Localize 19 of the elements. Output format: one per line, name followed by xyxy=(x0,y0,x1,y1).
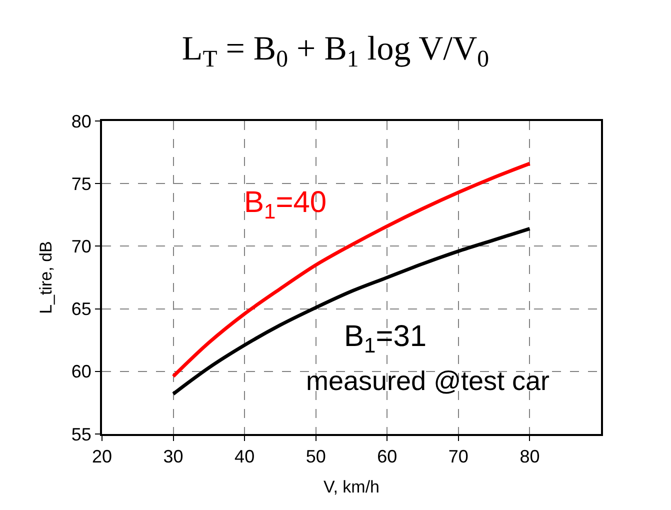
x-axis-title: V, km/h xyxy=(323,478,380,496)
series-label: B$_{1}$=31 xyxy=(344,320,427,358)
y-tick-label: 55 xyxy=(71,424,92,444)
x-tick-label: 80 xyxy=(520,446,540,467)
x-tick-label: 50 xyxy=(306,446,326,467)
y-tick-label: 75 xyxy=(71,174,92,194)
y-tick-label: 80 xyxy=(71,111,92,132)
series-label: B$_{1}$=40 xyxy=(244,186,327,224)
x-tick-label: 30 xyxy=(163,446,184,467)
annotation: measured @test car xyxy=(306,366,550,396)
x-tick-label: 20 xyxy=(92,446,112,467)
y-axis-title: L_tire, dB xyxy=(36,241,56,314)
y-tick-label: 60 xyxy=(71,362,92,382)
x-tick-label: 70 xyxy=(448,446,468,467)
y-tick-label: 65 xyxy=(71,299,92,320)
x-tick-label: 60 xyxy=(377,446,398,467)
x-tick-label: 40 xyxy=(234,446,255,467)
y-tick-label: 70 xyxy=(71,236,92,256)
chart-title: L$_{T}$ = B$_{0}$ + B$_{1}$ log V/V$_{0}$ xyxy=(182,30,490,73)
